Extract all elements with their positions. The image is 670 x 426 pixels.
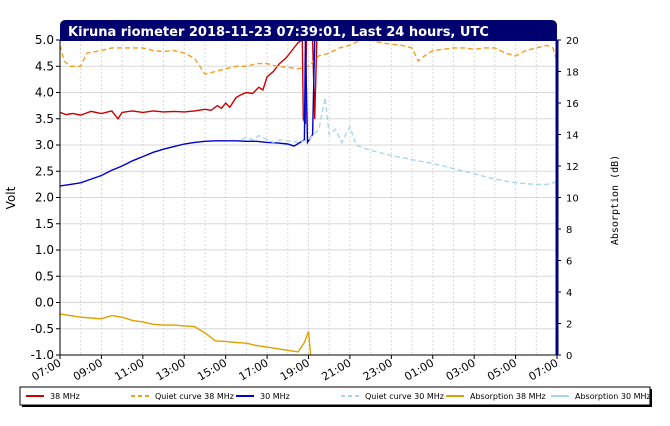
y-tick-label: 3.0 (35, 138, 54, 152)
y2-tick-label: 10 (566, 194, 579, 205)
legend-shadow-bottom (22, 405, 652, 407)
y-tick-label: 2.0 (35, 191, 54, 205)
y-tick-label: 0.0 (35, 296, 54, 310)
x-ticks: 07:00 09:00 11:00 13:00 15:00 17:00 19:00 21:00… (30, 355, 561, 383)
x-tick-label: 05:00 (485, 356, 519, 383)
title-box (60, 20, 557, 41)
legend-label-4: Absorption 38 MHz (470, 392, 546, 401)
y-tick-label: 5.0 (35, 33, 54, 47)
legend-label-3: Quiet curve 30 MHz (365, 392, 444, 401)
y-tick-label: 3.5 (35, 112, 54, 126)
series-line-0 (60, 40, 318, 125)
y-ticks: 5.0 4.5 4.0 3.5 3.0 2.5 2.0 1.5 1.0 0.5 0.0 -0.5 -1.… (31, 33, 60, 362)
y-tick-label: -1.0 (31, 348, 54, 362)
y2-tick-label: 12 (566, 162, 579, 173)
x-tick-label: 11:00 (112, 356, 146, 383)
x-tick-label: 19:00 (278, 356, 312, 383)
x-tick-label: 15:00 (195, 356, 229, 383)
x-tick-label: 03:00 (444, 356, 478, 383)
series-line-3 (241, 97, 557, 186)
legend-label-0: 38 MHz (50, 392, 80, 401)
y-tick-label: 4.0 (35, 86, 54, 100)
y2-tick-label: 14 (566, 131, 579, 142)
x-tick-label: 21:00 (319, 356, 353, 383)
y2-tick-label: 2 (566, 320, 572, 331)
y-tick-label: -0.5 (31, 322, 54, 336)
series-line-2 (60, 40, 316, 187)
x-tick-label: 23:00 (361, 356, 395, 383)
chart-title: Kiruna riometer 2018-11-23 07:39:01, Las… (68, 25, 489, 40)
y2-tick-label: 20 (566, 36, 579, 47)
y2-tick-label: 4 (566, 288, 572, 299)
y-tick-label: 0.5 (35, 269, 54, 283)
legend-label-5: Absorption 30 MHz (575, 392, 651, 401)
y-tick-label: 1.5 (35, 217, 54, 231)
x-tick-label: 01:00 (402, 356, 436, 383)
y2-axis-label: Absorption (dB) (610, 155, 621, 245)
legend: 38 MHz Quiet curve 38 MHz 30 MHz Quiet curv… (26, 392, 651, 401)
y-tick-label: 2.5 (35, 164, 54, 178)
x-tick-label: 09:00 (71, 356, 105, 383)
y2-tick-label: 18 (566, 68, 579, 79)
legend-label-2: 30 MHz (260, 392, 290, 401)
series-line-4 (60, 313, 312, 356)
y2-tick-label: 0 (566, 351, 572, 362)
grid (60, 40, 557, 355)
legend-label-1: Quiet curve 38 MHz (155, 392, 234, 401)
y-tick-label: 1.0 (35, 243, 54, 257)
x-tick-label: 13:00 (154, 356, 188, 383)
y2-tick-label: 8 (566, 225, 572, 236)
y2-tick-label: 6 (566, 257, 572, 268)
legend-shadow (650, 389, 652, 407)
series-group (60, 40, 557, 356)
x-tick-label: 17:00 (237, 356, 271, 383)
y2-tick-label: 16 (566, 99, 579, 110)
x-tick-label: 07:00 (527, 356, 561, 383)
y-axis-label: Volt (4, 186, 18, 209)
y-tick-label: 4.5 (35, 59, 54, 73)
